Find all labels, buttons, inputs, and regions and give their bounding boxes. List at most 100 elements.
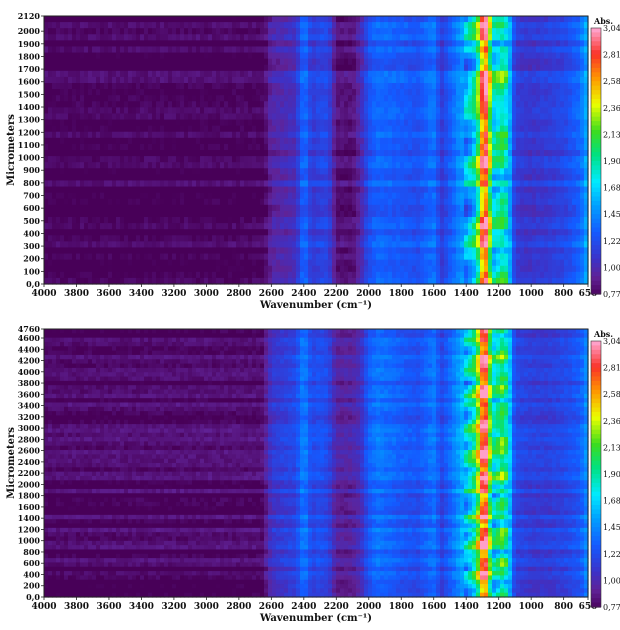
heatmap-cell xyxy=(108,64,113,72)
heatmap-cell xyxy=(340,198,345,206)
heatmap-cell xyxy=(364,174,369,182)
heatmap-cell xyxy=(244,107,249,115)
heatmap-cell xyxy=(416,22,421,29)
heatmap-cell xyxy=(168,131,173,139)
heatmap-cell xyxy=(168,241,173,249)
heatmap-cell xyxy=(184,192,189,200)
heatmap-cell xyxy=(312,204,317,212)
heatmap-cell xyxy=(96,131,101,139)
heatmap-cell xyxy=(232,58,237,66)
heatmap-cell xyxy=(292,229,297,236)
heatmap-cell xyxy=(424,64,429,72)
heatmap-cell xyxy=(176,180,181,188)
heatmap-cell xyxy=(424,198,429,206)
heatmap-cell xyxy=(88,89,93,96)
heatmap-cell xyxy=(276,64,281,72)
heatmap-cell xyxy=(256,113,261,121)
heatmap-cell xyxy=(176,204,181,212)
heatmap-cell xyxy=(380,52,385,60)
heatmap-cell xyxy=(320,46,325,54)
heatmap-cell xyxy=(120,180,125,188)
heatmap-cell xyxy=(112,265,117,273)
heatmap-cell xyxy=(492,265,497,273)
heatmap-cell xyxy=(384,247,389,255)
heatmap-cell xyxy=(424,119,429,127)
heatmap-cell xyxy=(224,52,229,60)
heatmap-cell xyxy=(380,198,385,206)
heatmap-cell xyxy=(344,162,349,169)
heatmap-cell xyxy=(260,125,265,133)
heatmap-cell xyxy=(240,271,245,279)
heatmap-cell xyxy=(88,180,93,188)
heatmap-cell xyxy=(420,180,425,188)
heatmap-cell xyxy=(332,271,337,279)
heatmap-cell xyxy=(288,95,293,102)
heatmap-cell xyxy=(420,253,425,261)
heatmap-cell xyxy=(388,95,393,102)
heatmap-cell xyxy=(364,235,369,242)
heatmap-cell xyxy=(200,52,205,60)
heatmap-cell xyxy=(396,192,401,200)
heatmap-cell xyxy=(64,89,69,96)
heatmap-cell xyxy=(476,204,481,212)
heatmap-cell xyxy=(404,174,409,182)
heatmap-cell xyxy=(464,265,469,273)
heatmap-cell xyxy=(148,198,153,206)
heatmap-cell xyxy=(124,46,129,54)
heatmap-cell xyxy=(124,58,129,66)
heatmap-cell xyxy=(488,131,493,139)
heatmap-cell xyxy=(216,277,221,285)
heatmap-cell xyxy=(468,125,473,133)
heatmap-cell xyxy=(60,204,65,212)
heatmap-cell xyxy=(72,46,77,54)
heatmap-cell xyxy=(344,101,349,108)
heatmap-cell xyxy=(56,46,61,54)
heatmap-cell xyxy=(208,180,213,188)
heatmap-cell xyxy=(112,64,117,72)
heatmap-cell xyxy=(376,16,381,23)
heatmap-cell xyxy=(392,241,397,249)
heatmap-cell xyxy=(396,46,401,54)
heatmap-cell xyxy=(44,52,49,60)
heatmap-cell xyxy=(228,204,233,212)
heatmap-cell xyxy=(164,22,169,29)
heatmap-cell xyxy=(200,70,205,78)
heatmap-cell xyxy=(464,271,469,279)
heatmap-cell xyxy=(360,277,365,285)
heatmap-cell xyxy=(440,28,445,35)
heatmap-cell xyxy=(316,210,321,218)
heatmap-cell xyxy=(276,204,281,212)
heatmap-cell xyxy=(116,107,121,115)
heatmap-cell xyxy=(312,113,317,121)
heatmap-cell xyxy=(292,113,297,121)
heatmap-cell xyxy=(448,192,453,200)
heatmap-cell xyxy=(364,168,369,175)
heatmap-cell xyxy=(268,192,273,200)
heatmap-cell xyxy=(192,113,197,121)
heatmap-cell xyxy=(176,217,181,224)
heatmap-cell xyxy=(176,168,181,175)
heatmap-cell xyxy=(360,271,365,279)
heatmap-cell xyxy=(480,247,485,255)
heatmap-cell xyxy=(80,143,85,151)
heatmap-cell xyxy=(136,46,141,54)
heatmap-cell xyxy=(248,95,253,102)
heatmap-cell xyxy=(272,217,277,224)
heatmap-cell xyxy=(296,198,301,206)
heatmap-cell xyxy=(120,113,125,121)
heatmap-cell xyxy=(48,131,53,139)
heatmap-cell xyxy=(196,198,201,206)
heatmap-cell xyxy=(476,83,481,90)
heatmap-cell xyxy=(168,259,173,267)
heatmap-cell xyxy=(440,156,445,163)
heatmap-cell xyxy=(80,253,85,261)
heatmap-cell xyxy=(396,223,401,230)
heatmap-cell xyxy=(372,217,377,224)
heatmap-cell xyxy=(204,210,209,218)
heatmap-cell xyxy=(148,150,153,157)
heatmap-cell xyxy=(372,143,377,151)
heatmap-cell xyxy=(348,156,353,163)
heatmap-cell xyxy=(200,229,205,236)
heatmap-cell xyxy=(124,101,129,108)
heatmap-cell xyxy=(312,83,317,90)
